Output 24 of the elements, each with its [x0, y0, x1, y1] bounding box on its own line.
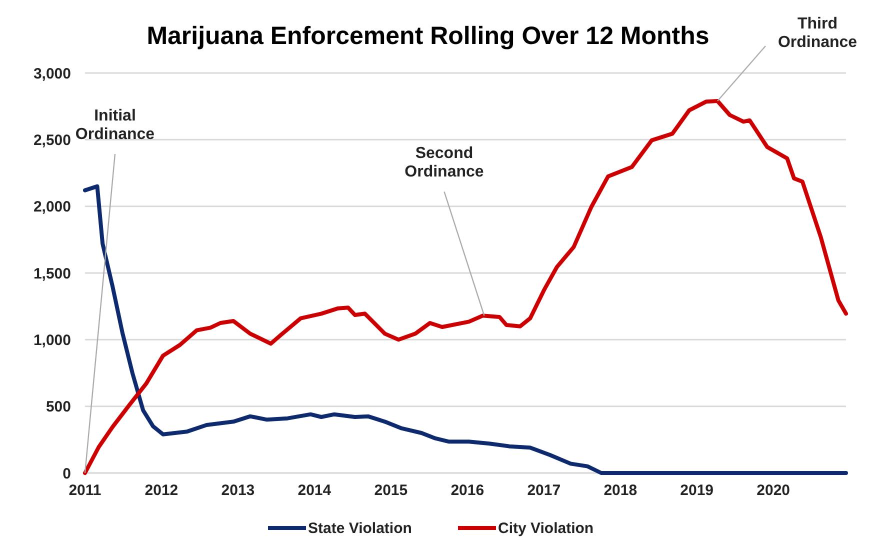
line-series — [83, 184, 848, 475]
y-tick-label: 2,500 — [33, 132, 71, 149]
y-tick-label: 500 — [46, 398, 71, 416]
chart-title: Marijuana Enforcement Rolling Over 12 Months — [146, 22, 710, 50]
x-tick-label: 2016 — [450, 482, 484, 499]
x-tick-label: 2013 — [221, 482, 255, 499]
legend-label: State Violation — [308, 520, 412, 537]
y-tick-label: 1,500 — [33, 265, 71, 282]
annotation: Second Ordinance — [404, 145, 484, 180]
legend-label: City Violation — [498, 520, 594, 537]
x-tick-label: 2020 — [756, 482, 790, 499]
x-tick-label: 2017 — [527, 482, 561, 499]
annotation: Third Ordinance — [778, 15, 858, 51]
y-tick-label: 3,000 — [33, 65, 71, 82]
x-tick-label: 2011 — [68, 482, 102, 499]
y-tick-label: 0 — [62, 465, 71, 482]
x-tick-label: 2012 — [144, 482, 178, 499]
y-tick-label: 2,000 — [33, 198, 71, 216]
x-tick-label: 2015 — [374, 482, 408, 499]
x-tick-label: 2019 — [680, 482, 714, 499]
y-tick-label: 1,000 — [33, 332, 71, 349]
annotation: Initial Ordinance — [75, 107, 155, 143]
x-tick-label: 2018 — [604, 482, 638, 499]
x-tick-label: 2014 — [298, 482, 332, 499]
